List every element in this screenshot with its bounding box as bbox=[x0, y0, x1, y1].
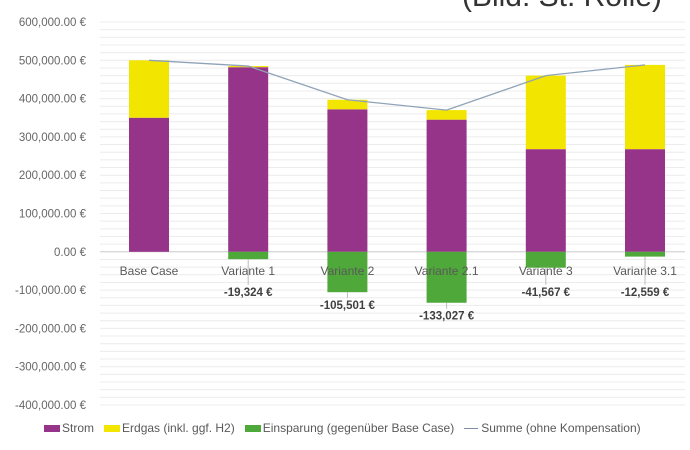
summe-line bbox=[148, 59, 646, 111]
y-tick-label: -400,000.00 € bbox=[15, 400, 87, 412]
image-caption: (Bild: St. Rolle) bbox=[462, 0, 662, 14]
y-tick-label: 600,000.00 € bbox=[19, 17, 87, 29]
bar-strom bbox=[525, 149, 566, 252]
legend-label: Summe (ohne Kompensation) bbox=[481, 421, 641, 435]
data-label: -19,324 € bbox=[224, 287, 273, 299]
y-tick-label: 100,000.00 € bbox=[19, 209, 87, 221]
bar-einsparung bbox=[426, 251, 467, 303]
bars bbox=[129, 60, 665, 303]
bar-einsparung bbox=[327, 251, 368, 293]
bar-erdgas bbox=[426, 110, 467, 120]
bar-einsparung bbox=[625, 251, 665, 257]
bar-einsparung bbox=[228, 251, 269, 260]
y-tick-label: 400,000.00 € bbox=[19, 94, 87, 106]
legend-item: Erdgas (inkl. ggf. H2) bbox=[104, 421, 235, 435]
y-tick-label: 0.00 € bbox=[54, 247, 87, 259]
legend-swatch bbox=[244, 424, 261, 432]
y-tick-label: -300,000.00 € bbox=[15, 362, 87, 374]
bar-erdgas bbox=[525, 75, 566, 150]
data-label: -133,027 € bbox=[419, 311, 475, 323]
legend-label: Einsparung (gegenüber Base Case) bbox=[262, 421, 455, 435]
bar-erdgas bbox=[625, 64, 665, 150]
y-tick-label: 300,000.00 € bbox=[19, 132, 87, 144]
x-tick-label: Variante 2.1 bbox=[415, 264, 479, 278]
legend-label: Strom bbox=[62, 421, 95, 435]
legend-swatch bbox=[464, 427, 479, 429]
bar-strom bbox=[129, 117, 169, 252]
y-tick-label: 200,000.00 € bbox=[19, 170, 87, 182]
legend-swatch bbox=[104, 424, 121, 432]
bar-erdgas bbox=[129, 60, 169, 118]
bar-strom bbox=[426, 119, 467, 252]
y-tick-label: -200,000.00 € bbox=[15, 323, 87, 335]
y-tick-label: 500,000.00 € bbox=[19, 55, 87, 67]
data-label: -41,567 € bbox=[521, 287, 570, 299]
data-label: -12,559 € bbox=[621, 287, 670, 299]
x-tick-label: Variante 2 bbox=[320, 264, 374, 278]
bar-strom bbox=[625, 149, 665, 252]
legend-item: Summe (ohne Kompensation) bbox=[464, 421, 641, 435]
x-tick-label: Base Case bbox=[120, 264, 179, 278]
legend-item: Einsparung (gegenüber Base Case) bbox=[244, 421, 455, 435]
sum-line bbox=[148, 59, 646, 111]
legend-label: Erdgas (inkl. ggf. H2) bbox=[122, 421, 235, 435]
y-axis: 600,000.00 € 500,000.00 € 400,000.00 € 300,… bbox=[15, 17, 87, 412]
bar-strom bbox=[228, 67, 269, 252]
y-tick-label: -100,000.00 € bbox=[15, 285, 87, 297]
bar-erdgas bbox=[327, 99, 368, 110]
bar-einsparung bbox=[525, 251, 566, 268]
data-labels: -19,324 € -105,501 € -133,027 € -41,567 € -1… bbox=[224, 256, 670, 323]
bar-strom bbox=[327, 109, 368, 252]
gridlines bbox=[100, 21, 685, 406]
legend-item: Strom bbox=[44, 421, 94, 435]
x-axis: Base Case Variante 1 Variante 2 Variante 2.… bbox=[120, 264, 678, 278]
data-label: -105,501 € bbox=[320, 300, 376, 312]
legend: Strom Erdgas (inkl. ggf. H2) Einsparung (g… bbox=[44, 421, 641, 435]
legend-swatch bbox=[44, 424, 60, 432]
